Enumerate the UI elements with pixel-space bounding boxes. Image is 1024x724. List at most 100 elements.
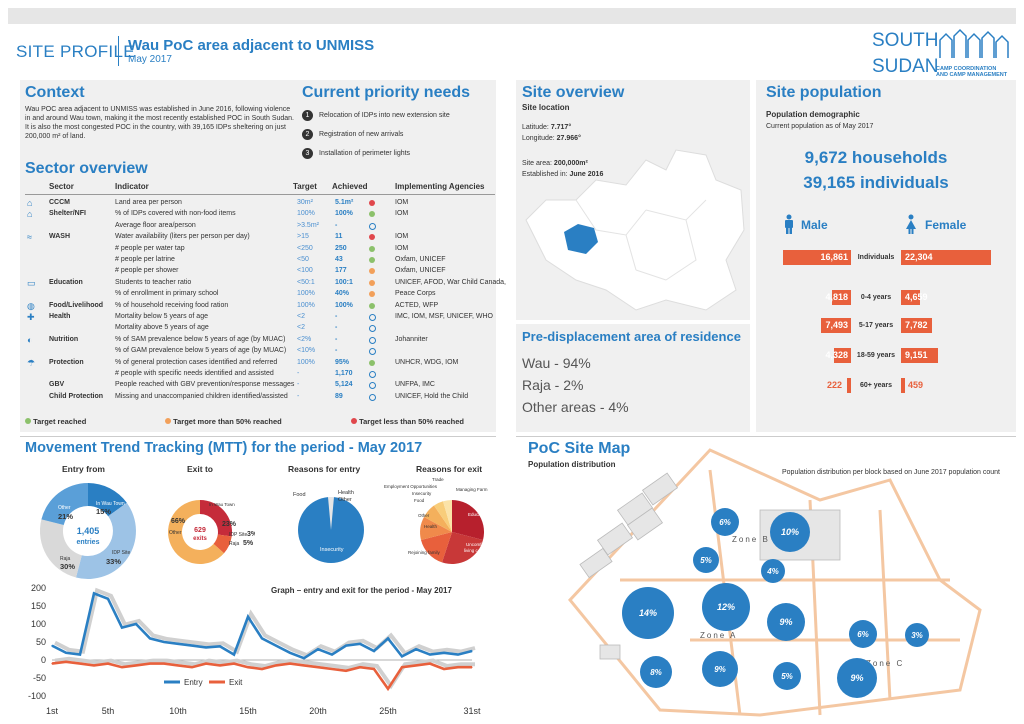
data-point-exit bbox=[177, 664, 179, 666]
data-point-exit bbox=[205, 663, 207, 665]
data-point-entry bbox=[415, 648, 417, 650]
data-point-entry bbox=[261, 637, 263, 639]
header-divider bbox=[118, 36, 119, 66]
legend-label: Entry bbox=[184, 678, 203, 687]
status-green-icon bbox=[369, 257, 375, 265]
bubble-label: 10% bbox=[781, 527, 799, 537]
data-point-exit bbox=[443, 668, 445, 670]
bubble-label: 6% bbox=[719, 518, 731, 527]
entry-pct-wau: 15% bbox=[96, 507, 111, 516]
target-value: 100% bbox=[297, 358, 315, 366]
sector-name: WASH bbox=[49, 233, 70, 241]
priority-text: Installation of perimeter lights bbox=[319, 150, 411, 157]
achieved-value: 1,170 bbox=[335, 370, 353, 377]
indicator-text: Mortality above 5 years of age bbox=[115, 324, 209, 332]
data-point-exit bbox=[275, 664, 277, 666]
male-value: 4,818 bbox=[825, 292, 848, 302]
sector-name: Child Protection bbox=[49, 392, 104, 400]
data-point-entry bbox=[191, 645, 193, 647]
x-tick-label: 5th bbox=[102, 706, 115, 716]
established-row: Established in: June 2016 bbox=[522, 170, 603, 179]
reason-exit-trade-label: Trade bbox=[432, 477, 444, 482]
male-value: 16,861 bbox=[820, 252, 848, 262]
data-point-exit bbox=[359, 666, 361, 668]
bubble-label: 12% bbox=[717, 602, 735, 612]
entry-donut-chart: 1,405 entries In Wau Town 15% Other 21% … bbox=[39, 483, 136, 580]
legend-green: Target reached bbox=[25, 417, 86, 426]
reason-exit-food-label: Food bbox=[414, 498, 425, 503]
reason-entry-insecurity-label: Insecurity bbox=[320, 547, 344, 553]
data-point-entry bbox=[219, 645, 221, 647]
data-point-entry bbox=[387, 637, 389, 639]
predisplacement-panel bbox=[516, 324, 750, 432]
site-overview-title: Site overview bbox=[522, 84, 625, 101]
priority-item: 3 Installation of perimeter lights bbox=[302, 148, 410, 159]
data-point-exit bbox=[387, 688, 389, 690]
data-point-exit bbox=[289, 663, 291, 665]
context-title: Context bbox=[25, 84, 85, 101]
status-green-icon bbox=[369, 245, 375, 254]
exit-lbl-other: Other bbox=[169, 530, 182, 536]
data-point-entry bbox=[177, 643, 179, 645]
status-empty-icon bbox=[369, 371, 376, 380]
data-point-exit bbox=[303, 664, 305, 666]
population-note: Current population as of May 2017 bbox=[766, 123, 874, 130]
age-group-label: Individuals bbox=[857, 254, 895, 261]
exit-total: 629 bbox=[194, 527, 206, 534]
y-tick-label: 50 bbox=[36, 637, 46, 647]
indicator-text: % of general protection cases identified… bbox=[115, 358, 278, 366]
bubble-label: 14% bbox=[639, 608, 657, 618]
bubble-label: 6% bbox=[857, 630, 869, 639]
female-bar bbox=[901, 318, 933, 333]
data-point-entry bbox=[317, 648, 319, 650]
bubble-label: 5% bbox=[781, 672, 793, 681]
indicator-text: # people per latrine bbox=[115, 256, 175, 263]
population-subtitle: Population demographic bbox=[766, 110, 860, 119]
status-orange-icon bbox=[369, 268, 375, 276]
female-value: 459 bbox=[908, 380, 924, 390]
longitude-label: Longitude: bbox=[522, 135, 555, 142]
target-value: <2% bbox=[297, 335, 312, 343]
status-empty-icon bbox=[369, 336, 376, 346]
data-point-exit bbox=[107, 663, 109, 665]
male-bar bbox=[820, 318, 851, 333]
sector-name: Nutrition bbox=[49, 335, 79, 343]
agency-text: IOM bbox=[395, 233, 409, 241]
education-icon: ▭ bbox=[27, 277, 36, 288]
data-point-exit bbox=[331, 668, 333, 670]
priority-num: 2 bbox=[302, 129, 313, 140]
line-chart-title: Graph – entry and exit for the period - … bbox=[271, 586, 452, 595]
reasons-entry-title: Reasons for entry bbox=[288, 464, 361, 474]
age-group-label: 5-17 years bbox=[858, 322, 894, 329]
priority-item: 1 Relocation of IDPs into new extension s… bbox=[302, 110, 450, 121]
reasons-exit-title: Reasons for exit bbox=[416, 464, 483, 474]
sector-legend: Target reached Target more than 50% reac… bbox=[25, 417, 495, 429]
exit-lbl-raja: Raja bbox=[229, 541, 240, 547]
series-shadow bbox=[54, 656, 475, 690]
achieved-value: - bbox=[335, 324, 338, 332]
indicator-text: # people per water tap bbox=[115, 244, 185, 252]
agency-text: IOM bbox=[395, 210, 409, 218]
area-value: 200,000m² bbox=[553, 160, 588, 167]
population-bars: 16,861 Individuals 22,304 4,818 0-4 years 4,6… bbox=[756, 250, 1016, 410]
population-bubble bbox=[761, 559, 785, 583]
data-point-entry bbox=[359, 643, 361, 645]
y-tick-label: 100 bbox=[31, 619, 46, 629]
data-point-exit bbox=[345, 670, 347, 672]
achieved-value: - bbox=[335, 221, 338, 229]
latitude-value: 7.717° bbox=[550, 124, 572, 131]
reason-exit-uncomfortable-label2: living conditions bbox=[464, 548, 497, 553]
data-point-exit bbox=[471, 666, 473, 668]
achieved-value: 100:1 bbox=[335, 278, 353, 286]
poc-map-title: PoC Site Map bbox=[528, 440, 631, 457]
population-bubble bbox=[711, 508, 739, 536]
sector-name: CCCM bbox=[49, 199, 70, 206]
agency-text: UNICEF, AFOD, War Child Canada, bbox=[395, 278, 506, 286]
indicator-text: % of enrollment in primary school bbox=[115, 290, 219, 298]
data-point-entry bbox=[163, 641, 165, 643]
data-point-exit bbox=[163, 663, 165, 665]
col-target: Target bbox=[293, 182, 317, 191]
health-icon: ✚ bbox=[27, 312, 35, 322]
bubble-label: 9% bbox=[714, 665, 726, 674]
reason-exit-uncomfortable bbox=[442, 532, 483, 565]
